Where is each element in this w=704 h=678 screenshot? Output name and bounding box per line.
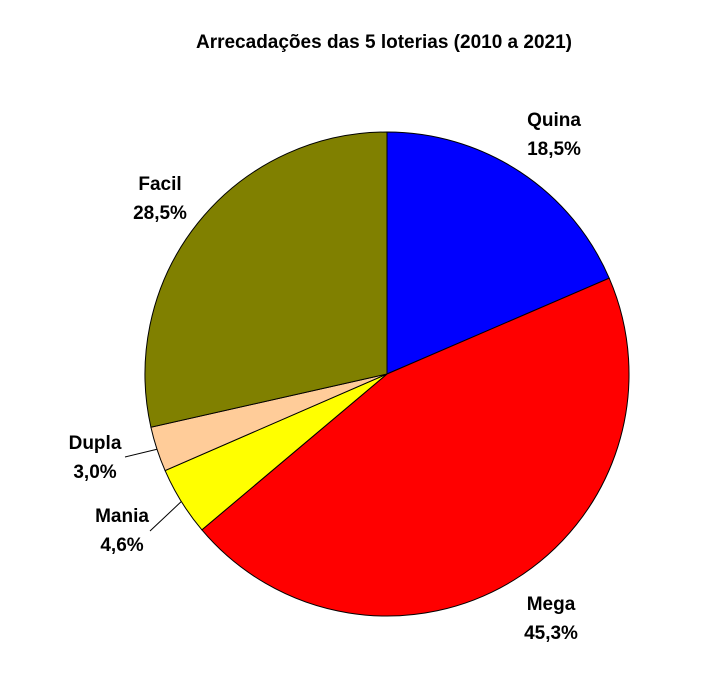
pie-slice-mega — [201, 277, 630, 617]
slice-percent-quina: 18,5% — [527, 139, 581, 160]
slice-percent-mega: 45,3% — [524, 623, 578, 644]
slice-percent-dupla: 3,0% — [73, 462, 116, 483]
leader-line-dupla — [124, 448, 158, 458]
slice-label-mega: Mega — [527, 594, 576, 615]
pie-slices — [144, 131, 630, 617]
slice-percent-facil: 28,5% — [133, 203, 187, 224]
slice-labels: Quina 18,5% Mega 45,3% Mania 4,6% Dupla 3,0% Fac… — [69, 110, 582, 644]
slice-label-mania: Mania — [95, 506, 149, 527]
slice-label-dupla: Dupla — [69, 433, 122, 454]
pie-slice-facil — [144, 131, 388, 428]
slice-label-facil: Facil — [138, 174, 181, 195]
pie-slice-quina — [386, 131, 610, 375]
leader-line-mania — [149, 501, 182, 532]
slice-percent-mania: 4,6% — [100, 535, 143, 556]
chart-title: Arrecadações das 5 loterias (2010 a 2021… — [196, 32, 572, 53]
slice-label-quina: Quina — [527, 110, 581, 131]
